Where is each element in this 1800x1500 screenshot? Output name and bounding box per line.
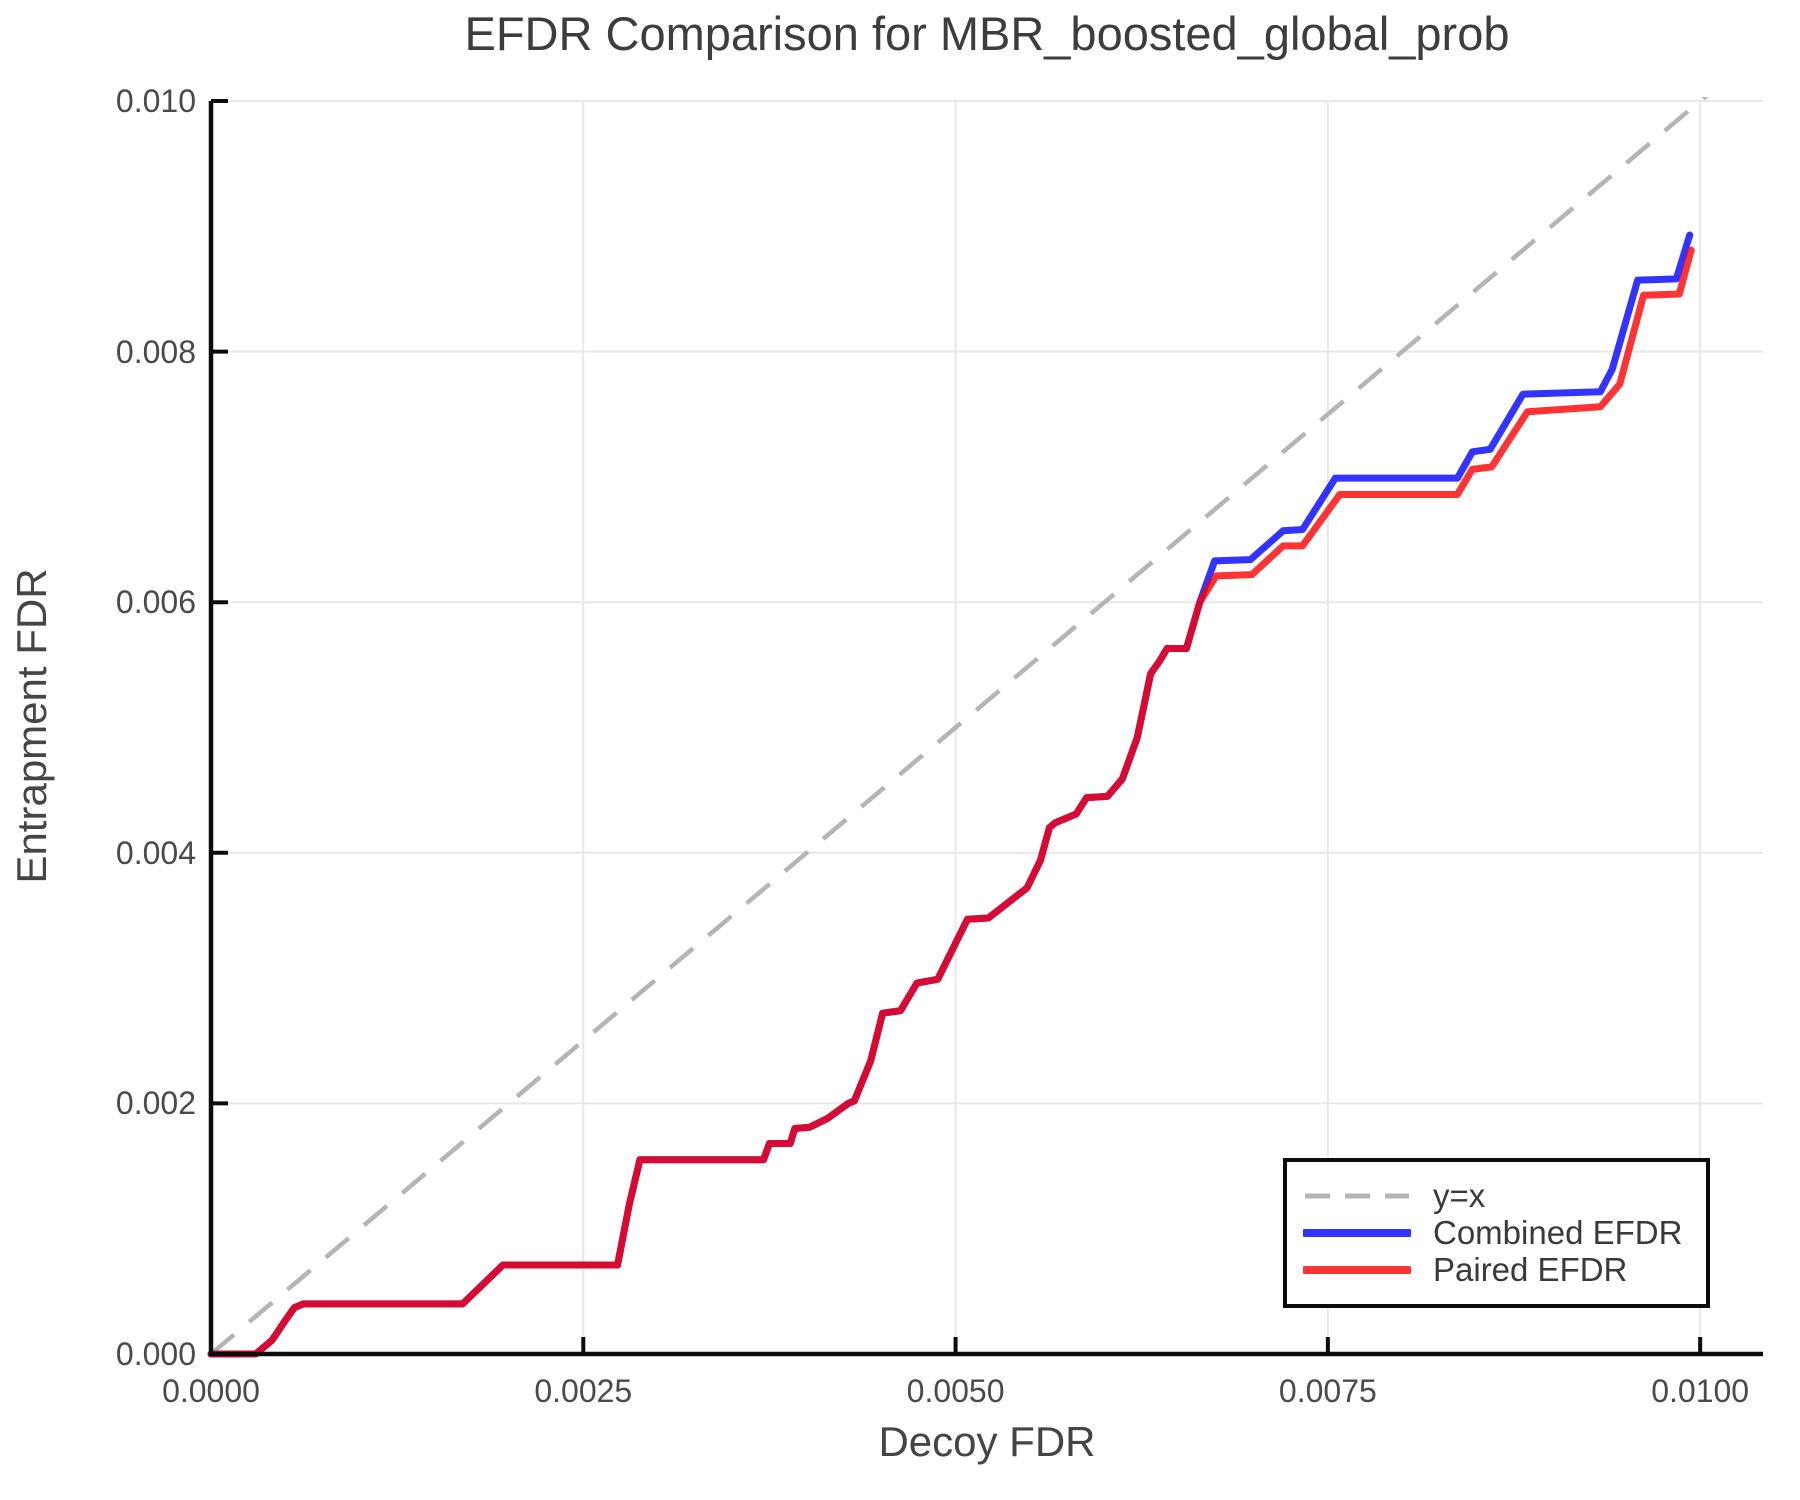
y-tick-label: 0.008 bbox=[115, 333, 196, 370]
reference-line-yx bbox=[209, 97, 1709, 1356]
red-line-sample bbox=[1303, 1266, 1411, 1274]
x-tick-label: 0.0000 bbox=[162, 1373, 260, 1409]
x-tick-label: 0.0075 bbox=[1278, 1373, 1377, 1409]
legend-label-combined: Combined EFDR bbox=[1433, 1214, 1683, 1251]
y-tick-label: 0.004 bbox=[115, 834, 196, 871]
x-axis-label: Decoy FDR bbox=[878, 1418, 1096, 1465]
legend-entry-paired: Paired EFDR bbox=[1303, 1252, 1706, 1289]
y-tick-label: 0.002 bbox=[115, 1085, 196, 1122]
legend-entry-yx: y=x bbox=[1303, 1178, 1706, 1215]
paired-efdr-line bbox=[207, 246, 1695, 1358]
y-tick-label: 0.010 bbox=[115, 83, 196, 119]
chart-title: EFDR Comparison for MBR_boosted_global_p… bbox=[464, 7, 1510, 60]
x-tick-label: 0.0025 bbox=[534, 1373, 633, 1409]
legend-label-yx: y=x bbox=[1433, 1177, 1486, 1214]
x-tick-label: 0.0100 bbox=[1651, 1373, 1750, 1409]
legend-entry-combined: Combined EFDR bbox=[1303, 1215, 1706, 1252]
dashed-line-sample bbox=[1305, 1193, 1409, 1199]
y-tick-label: 0.000 bbox=[115, 1336, 196, 1372]
legend-box: y=x Combined EFDR Paired EFDR bbox=[1283, 1158, 1710, 1308]
x-tick-label: 0.0050 bbox=[906, 1373, 1005, 1409]
legend-label-paired: Paired EFDR bbox=[1433, 1251, 1628, 1288]
y-tick-label: 0.006 bbox=[115, 584, 196, 621]
blue-line-sample bbox=[1303, 1229, 1411, 1237]
